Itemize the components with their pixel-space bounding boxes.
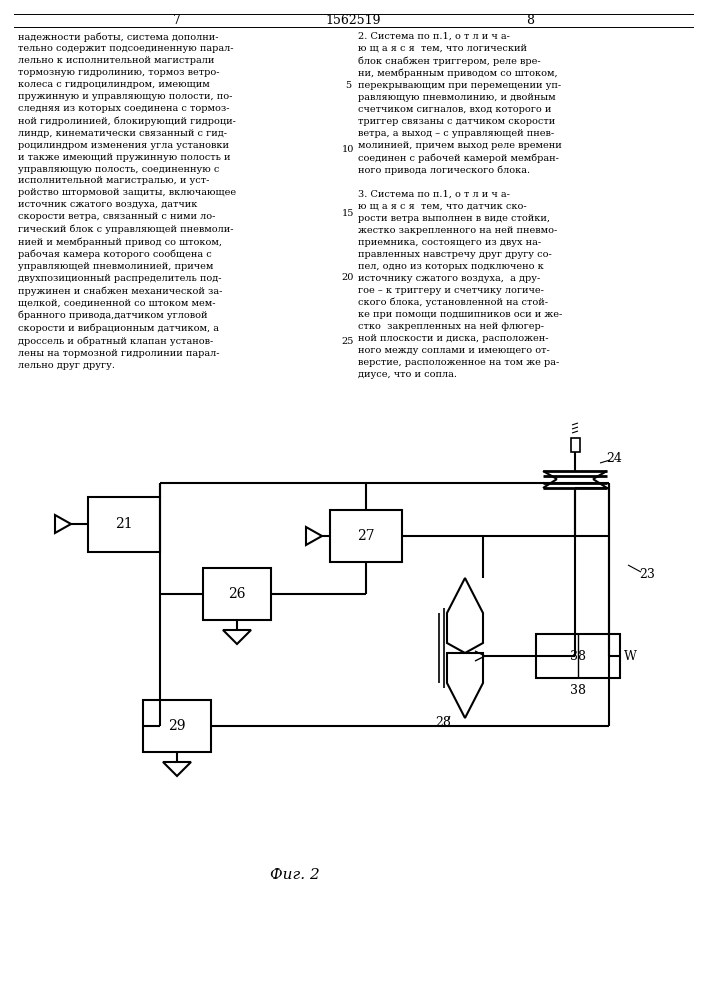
Text: 7: 7 [173, 13, 181, 26]
Text: 27: 27 [357, 529, 375, 543]
Polygon shape [447, 578, 483, 653]
Bar [536, 634, 620, 678]
Bar [571, 438, 580, 452]
Text: 8: 8 [526, 13, 534, 26]
Text: 29: 29 [168, 719, 186, 733]
Polygon shape [447, 653, 483, 718]
Bar [203, 568, 271, 620]
Text: 20: 20 [341, 272, 354, 282]
Text: 25: 25 [341, 336, 354, 346]
Text: 23: 23 [639, 568, 655, 582]
Polygon shape [55, 515, 71, 533]
Text: 38: 38 [570, 684, 586, 696]
Text: 26: 26 [228, 587, 246, 601]
Bar [330, 510, 402, 562]
Polygon shape [223, 630, 251, 644]
Bar [143, 700, 211, 752]
Text: 21: 21 [115, 518, 133, 532]
Text: 28: 28 [435, 716, 451, 728]
Text: 15: 15 [341, 209, 354, 218]
Text: 10: 10 [341, 144, 354, 153]
Text: 38: 38 [570, 650, 586, 662]
Text: надежности работы, система дополни-
тельно содержит подсоединенную парал-
лельно: надежности работы, система дополни- тель… [18, 32, 236, 370]
Bar [88, 497, 160, 552]
Text: W: W [624, 650, 636, 662]
Text: Фиг. 2: Фиг. 2 [270, 868, 320, 882]
Text: 24: 24 [606, 452, 622, 464]
Text: 5: 5 [345, 81, 351, 90]
Polygon shape [306, 527, 322, 545]
Text: 2. Система по п.1, о т л и ч а-
ю щ а я с я  тем, что логический
блок снабжен тр: 2. Система по п.1, о т л и ч а- ю щ а я … [358, 32, 562, 379]
Text: 1562519: 1562519 [325, 13, 381, 26]
Polygon shape [163, 762, 191, 776]
